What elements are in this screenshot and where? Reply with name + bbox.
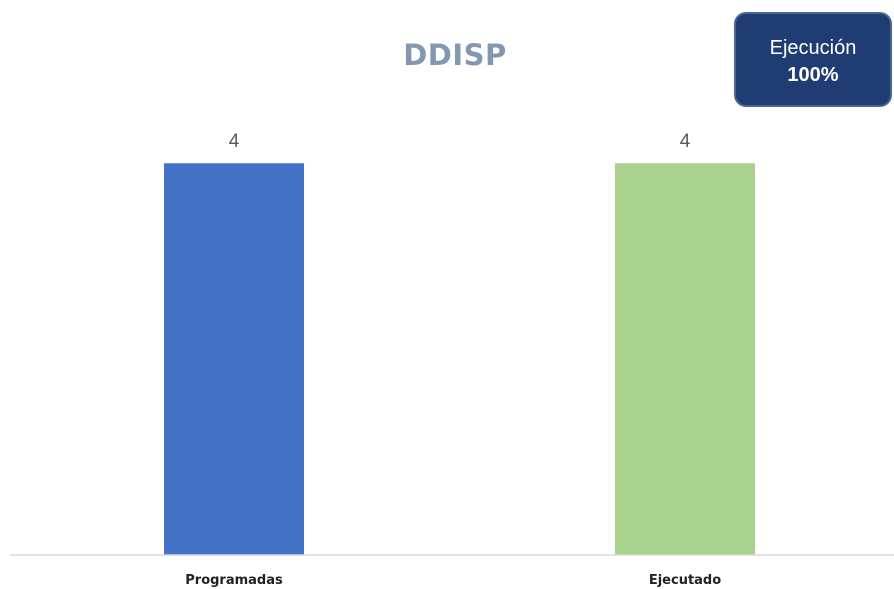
bars-layer: 4 Programadas 4 Ejecutado — [164, 131, 755, 588]
execution-badge: Ejecución 100% — [734, 12, 892, 107]
execution-badge-label: Ejecución — [769, 37, 857, 59]
chart-title: DDISP — [403, 38, 507, 72]
execution-badge-value: 100% — [787, 64, 839, 86]
x-tick-label-ejecutado: Ejecutado — [649, 573, 721, 588]
data-label-programadas: 4 — [229, 131, 240, 152]
bar-programadas — [164, 163, 304, 555]
bar-ejecutado — [615, 163, 755, 555]
x-tick-label-programadas: Programadas — [185, 573, 283, 588]
data-label-ejecutado: 4 — [680, 131, 691, 152]
